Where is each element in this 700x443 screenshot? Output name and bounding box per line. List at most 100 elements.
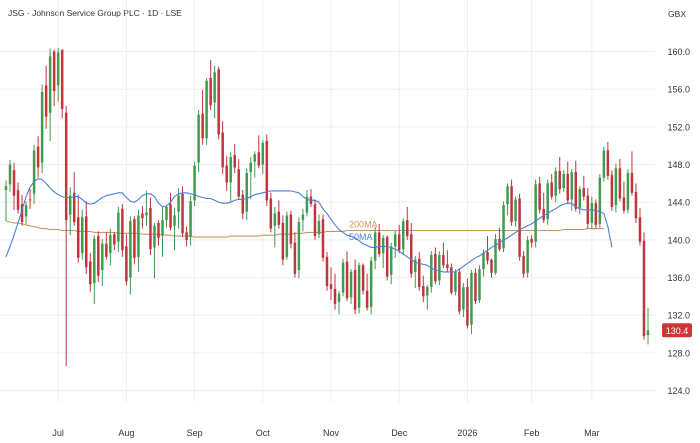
candle <box>393 230 397 258</box>
candle <box>574 160 578 212</box>
x-tick-label: Sep <box>187 428 203 438</box>
candle <box>105 232 108 260</box>
candle-body <box>622 197 626 211</box>
candle <box>173 207 176 251</box>
candle-body <box>574 172 578 209</box>
candle-body <box>241 194 244 214</box>
candle <box>12 162 16 210</box>
y-tick-label: 128.0 <box>667 348 690 358</box>
candle-body <box>217 69 220 135</box>
candle <box>121 204 124 257</box>
candle <box>606 141 610 180</box>
candle <box>229 152 232 202</box>
candle <box>8 159 12 192</box>
label-layer: 50MA 200MA <box>349 219 378 242</box>
currency-label: GBX <box>668 9 686 19</box>
candle <box>16 182 20 214</box>
x-axis: Jul Aug Sep Oct Nov Dec 2026 Feb Mar <box>52 428 599 438</box>
ma200-layer <box>5 220 604 238</box>
candle-body <box>233 155 236 168</box>
candle-body <box>293 242 297 274</box>
candle-body <box>85 216 88 268</box>
candle-body <box>141 213 144 219</box>
candle-body <box>16 189 20 210</box>
candle <box>161 206 164 257</box>
y-tick-label: 148.0 <box>667 160 690 170</box>
candle <box>410 222 413 278</box>
ma50-layer <box>5 178 613 273</box>
candle <box>301 208 305 232</box>
candle <box>349 269 353 304</box>
candle-body <box>72 192 76 223</box>
candle-body <box>494 238 497 273</box>
candle <box>241 189 244 220</box>
candle-body <box>137 215 140 257</box>
candle-body <box>265 141 269 201</box>
candle-body <box>562 173 565 189</box>
candle-body <box>205 80 208 139</box>
candle-body <box>474 272 477 302</box>
candle <box>233 143 236 174</box>
candle <box>169 192 172 231</box>
candle <box>638 207 642 246</box>
y-axis: 124.0 128.0 132.0 136.0 140.0 144.0 148.0 152.0… <box>662 47 692 396</box>
candle-body <box>522 255 525 274</box>
candle <box>297 217 301 279</box>
candle <box>558 157 561 194</box>
candle <box>145 190 148 226</box>
x-tick-label: Oct <box>256 428 271 438</box>
candle-body <box>60 49 64 109</box>
y-tick-label: 140.0 <box>667 235 690 245</box>
y-tick-label: 144.0 <box>667 198 690 208</box>
candle <box>273 206 277 248</box>
candle <box>277 200 281 229</box>
candle-body <box>361 265 365 291</box>
candle <box>361 263 365 295</box>
candle <box>193 161 196 206</box>
candle-body <box>125 246 128 282</box>
candle-body <box>277 211 281 225</box>
candle <box>462 283 465 318</box>
candle-body <box>253 154 257 162</box>
candle-body <box>353 270 357 310</box>
candle <box>257 135 261 169</box>
candle <box>329 267 333 301</box>
candle-body <box>502 205 505 249</box>
candle-body <box>442 254 445 266</box>
candle <box>245 168 248 221</box>
candle-body <box>381 238 385 254</box>
candle <box>586 188 590 229</box>
candle-body <box>337 293 341 303</box>
candle <box>109 228 112 266</box>
candle-body <box>365 290 369 308</box>
candle <box>80 209 84 260</box>
candle-body <box>285 215 289 257</box>
candle <box>209 60 212 110</box>
candle-body <box>478 269 481 301</box>
candle <box>530 235 533 248</box>
candle-body <box>438 254 441 281</box>
candle <box>185 226 188 247</box>
candle-layer[interactable] <box>4 47 650 367</box>
candle <box>24 201 28 224</box>
candle <box>438 251 441 286</box>
candle <box>630 151 634 196</box>
candle-body <box>44 85 48 117</box>
candle-body <box>401 221 405 250</box>
candle-body <box>630 173 634 193</box>
candle-body <box>201 113 204 139</box>
candle <box>365 273 369 311</box>
candle <box>89 253 92 292</box>
ma200-line <box>5 220 604 238</box>
candle-body <box>305 196 309 213</box>
candle-body <box>534 184 537 242</box>
candle <box>60 49 64 119</box>
candle-body <box>153 225 156 248</box>
candle <box>618 158 622 202</box>
candle-body <box>24 205 28 217</box>
candle-body <box>149 207 152 250</box>
candle-body <box>530 238 533 243</box>
candle <box>478 265 481 303</box>
candle <box>261 140 265 174</box>
